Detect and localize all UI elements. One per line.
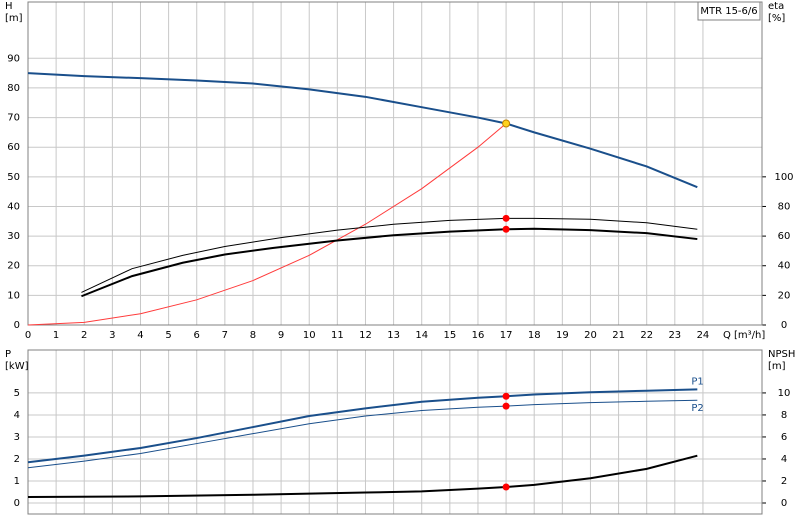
y2-tick-label: 0: [781, 498, 787, 509]
y-tick-label: 80: [7, 83, 20, 94]
duty-point: [502, 214, 510, 222]
y2-tick-label: 40: [778, 261, 791, 272]
x-tick-label: 13: [387, 330, 400, 341]
duty-point: [502, 119, 511, 128]
x-tick-label: 21: [612, 330, 625, 341]
curve: [27, 123, 507, 326]
y2-axis-label: [m]: [768, 361, 786, 372]
y-axis-label: [kW]: [5, 361, 29, 372]
x-tick-label: 1: [53, 330, 59, 341]
y2-tick-label: 2: [781, 476, 787, 487]
x-tick-label: 22: [640, 330, 653, 341]
curve: [27, 399, 698, 469]
x-tick-label: 3: [109, 330, 115, 341]
y-tick-label: 30: [7, 231, 20, 242]
x-tick-label: 0: [25, 330, 31, 341]
duty-point: [502, 392, 510, 400]
y2-axis-label: NPSH: [768, 349, 795, 360]
curve: [81, 217, 698, 293]
x-tick-label: 17: [500, 330, 513, 341]
curve-label: P2: [691, 403, 703, 414]
x-tick-label: 20: [584, 330, 597, 341]
x-tick-label: 6: [194, 330, 200, 341]
y-tick-label: 60: [7, 142, 20, 153]
x-axis-label: Q [m³/h]: [723, 330, 765, 341]
model-box: [697, 1, 761, 21]
y2-axis-label: [%]: [768, 13, 785, 24]
y-axis-label: P: [5, 349, 11, 360]
y-tick-label: 3: [14, 432, 20, 443]
curve: [27, 454, 698, 498]
y-tick-label: 0: [14, 498, 20, 509]
x-tick-label: 15: [443, 330, 456, 341]
x-tick-label: 5: [165, 330, 171, 341]
y2-tick-label: 10: [778, 388, 791, 399]
y-tick-label: 90: [7, 53, 20, 64]
y2-tick-label: 0: [781, 320, 787, 331]
y2-tick-label: 4: [781, 454, 787, 465]
y2-tick-label: 20: [778, 290, 791, 301]
y2-tick-label: 80: [778, 201, 791, 212]
x-tick-label: 9: [278, 330, 284, 341]
y-tick-label: 0: [14, 320, 20, 331]
y-tick-label: 4: [14, 410, 20, 421]
y2-tick-label: 60: [778, 231, 791, 242]
y2-tick-label: 8: [781, 410, 787, 421]
x-tick-label: 8: [250, 330, 256, 341]
y2-tick-label: 6: [781, 432, 787, 443]
model-label: MTR 15-6/6: [700, 6, 757, 17]
y-tick-label: 2: [14, 454, 20, 465]
x-tick-label: 7: [222, 330, 228, 341]
x-tick-label: 10: [303, 330, 316, 341]
curve-label: P1: [691, 376, 703, 387]
curve: [81, 227, 698, 298]
duty-point: [502, 225, 510, 233]
y-tick-label: 50: [7, 172, 20, 183]
duty-point: [502, 483, 510, 491]
y-tick-label: 5: [14, 388, 20, 399]
x-tick-label: 12: [359, 330, 372, 341]
x-tick-label: 2: [81, 330, 87, 341]
x-tick-label: 4: [137, 330, 143, 341]
y-axis-label: H: [5, 1, 13, 12]
x-tick-label: 11: [331, 330, 344, 341]
x-tick-label: 23: [668, 330, 681, 341]
y-tick-label: 10: [7, 290, 20, 301]
y-tick-label: 1: [14, 476, 20, 487]
y-tick-label: 20: [7, 261, 20, 272]
duty-point: [502, 402, 510, 410]
y2-tick-label: 100: [774, 172, 793, 183]
y-tick-label: 40: [7, 201, 20, 212]
x-tick-label: 16: [472, 330, 485, 341]
x-tick-label: 24: [697, 330, 710, 341]
y-tick-label: 70: [7, 113, 20, 124]
curve: [27, 72, 698, 189]
curve: [27, 388, 698, 464]
x-tick-label: 14: [415, 330, 428, 341]
y2-axis-label: eta: [768, 1, 784, 12]
plot-frame: [27, 1, 763, 326]
y-axis-label: [m]: [5, 13, 23, 24]
plot-frame: [27, 349, 763, 515]
x-tick-label: 18: [528, 330, 541, 341]
x-tick-label: 19: [556, 330, 569, 341]
